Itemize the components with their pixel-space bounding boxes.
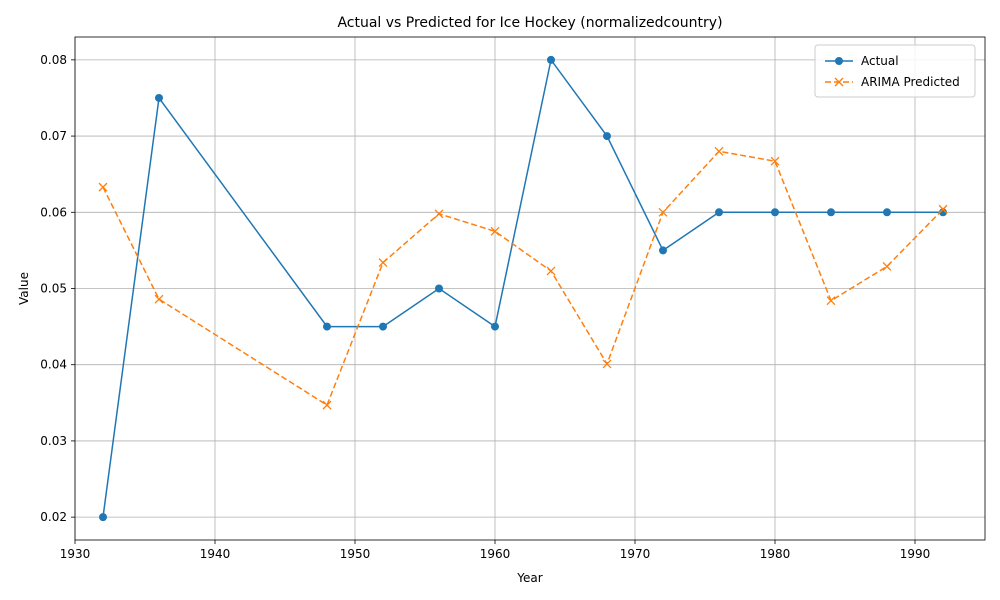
data-point-actual — [99, 513, 107, 522]
data-point-predicted — [98, 182, 108, 192]
data-point-predicted — [714, 146, 724, 156]
data-point-predicted — [938, 204, 948, 214]
series-layer — [98, 55, 948, 522]
x-tick-label: 1990 — [900, 547, 931, 561]
x-tick-label: 1980 — [760, 547, 791, 561]
data-point-actual — [771, 208, 779, 217]
y-tick-label: 0.03 — [40, 434, 67, 448]
legend-entry-actual: Actual — [825, 54, 899, 68]
legend-box — [814, 44, 976, 98]
data-point-predicted — [154, 294, 164, 304]
legend: Actual ARIMA Predicted — [814, 44, 976, 98]
legend-entry-predicted: ARIMA Predicted — [825, 75, 960, 89]
series-line-predicted — [102, 150, 944, 407]
y-tick-label: 0.05 — [40, 282, 67, 296]
data-point-predicted — [378, 258, 388, 268]
data-point-predicted — [546, 266, 556, 276]
y-tick-label: 0.02 — [40, 510, 67, 524]
x-tick-label: 1940 — [200, 547, 231, 561]
data-point-predicted — [770, 156, 780, 166]
data-point-actual — [715, 208, 723, 217]
data-point-predicted — [434, 209, 444, 219]
legend-label: ARIMA Predicted — [861, 75, 960, 89]
data-point-actual — [155, 93, 163, 102]
data-point-actual — [435, 284, 443, 293]
data-point-actual — [827, 208, 835, 217]
grid — [74, 37, 985, 540]
data-point-predicted — [658, 207, 668, 217]
data-point-predicted — [490, 226, 500, 236]
data-point-predicted — [826, 296, 836, 306]
y-tick-label: 0.04 — [40, 358, 67, 372]
x-tick-label: 1950 — [340, 547, 371, 561]
series-line-actual — [102, 58, 943, 518]
data-point-predicted — [602, 359, 612, 369]
x-axis-label: Year — [516, 571, 542, 585]
legend-label: Actual — [861, 54, 899, 68]
data-point-actual — [491, 322, 499, 331]
data-point-predicted — [322, 400, 332, 410]
data-point-predicted — [882, 261, 892, 271]
x-tick-label: 1960 — [480, 547, 511, 561]
data-point-actual — [547, 55, 555, 64]
data-point-actual — [659, 246, 667, 255]
chart-title: Actual vs Predicted for Ice Hockey (norm… — [337, 15, 722, 31]
data-point-actual — [883, 208, 891, 217]
x-tick-label: 1970 — [620, 547, 651, 561]
y-axis-label: Value — [17, 272, 31, 305]
data-point-actual — [379, 322, 387, 331]
data-point-actual — [323, 322, 331, 331]
x-tick-label: 1930 — [60, 547, 91, 561]
axes: 1930 1940 1950 1960 1970 1980 1990 0.02 0.03 0.04… — [40, 36, 986, 561]
data-point-actual — [603, 132, 611, 141]
y-tick-label: 0.07 — [40, 129, 67, 143]
plot-frame — [74, 36, 986, 541]
y-tick-label: 0.08 — [40, 53, 67, 67]
y-tick-label: 0.06 — [40, 205, 67, 219]
